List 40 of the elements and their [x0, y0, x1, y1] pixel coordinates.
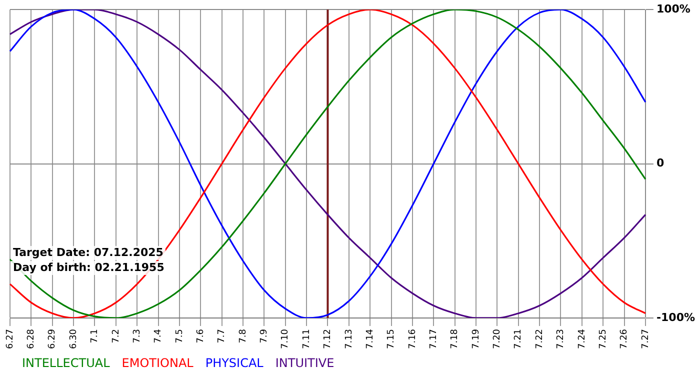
x-tick-label: 7.8	[238, 328, 248, 344]
x-tick-label: 7.14	[365, 328, 376, 350]
x-tick-label: 7.25	[598, 328, 608, 350]
y-tick-label: 0	[656, 156, 664, 170]
x-tick-label: 7.5	[174, 328, 185, 344]
x-tick-label: 7.26	[620, 328, 630, 350]
x-tick-label: 7.22	[534, 328, 545, 350]
x-tick-label: 7.7	[217, 328, 228, 344]
x-tick-label: 7.21	[514, 328, 524, 350]
text: INTELLECTUAL	[22, 356, 110, 370]
text: INTUITIVE	[275, 356, 334, 370]
x-tick-label: 7.19	[471, 328, 482, 350]
y-tick-label: -100%	[656, 310, 696, 324]
x-tick-label: 7.18	[450, 328, 460, 350]
x-tick-label: 7.23	[556, 328, 566, 350]
x-tick-label: 7.15	[386, 328, 397, 350]
x-tick-label: 7.10	[280, 328, 291, 350]
x-tick-label: 7.12	[323, 328, 334, 350]
x-tick-label: 6.28	[26, 328, 37, 350]
x-tick-label: 7.20	[492, 328, 503, 350]
x-tick-label: 7.16	[408, 328, 418, 350]
text: EMOTIONAL	[122, 356, 194, 370]
x-tick-label: 7.2	[111, 328, 122, 344]
x-tick-label: 7.17	[428, 328, 439, 350]
x-tick-label: 7.1	[90, 328, 100, 344]
y-tick-label: 100%	[656, 2, 690, 16]
x-tick-label: 7.3	[132, 328, 142, 344]
x-tick-label: 7.24	[577, 328, 588, 350]
x-tick-label: 7.6	[196, 328, 206, 344]
text: PHYSICAL	[205, 356, 264, 370]
annotation: Target Date: 07.12.2025	[13, 246, 164, 259]
x-tick-label: 7.4	[154, 328, 164, 344]
annotation: Day of birth: 02.21.1955	[13, 260, 164, 274]
x-tick-label: 6.30	[68, 328, 79, 350]
x-tick-label: 6.29	[48, 328, 58, 350]
x-tick-label: 7.9	[260, 328, 270, 344]
x-tick-label: 7.27	[640, 328, 651, 350]
x-tick-label: 7.13	[344, 328, 354, 350]
x-tick-label: 7.11	[302, 328, 312, 350]
x-tick-label: 6.27	[5, 328, 16, 350]
